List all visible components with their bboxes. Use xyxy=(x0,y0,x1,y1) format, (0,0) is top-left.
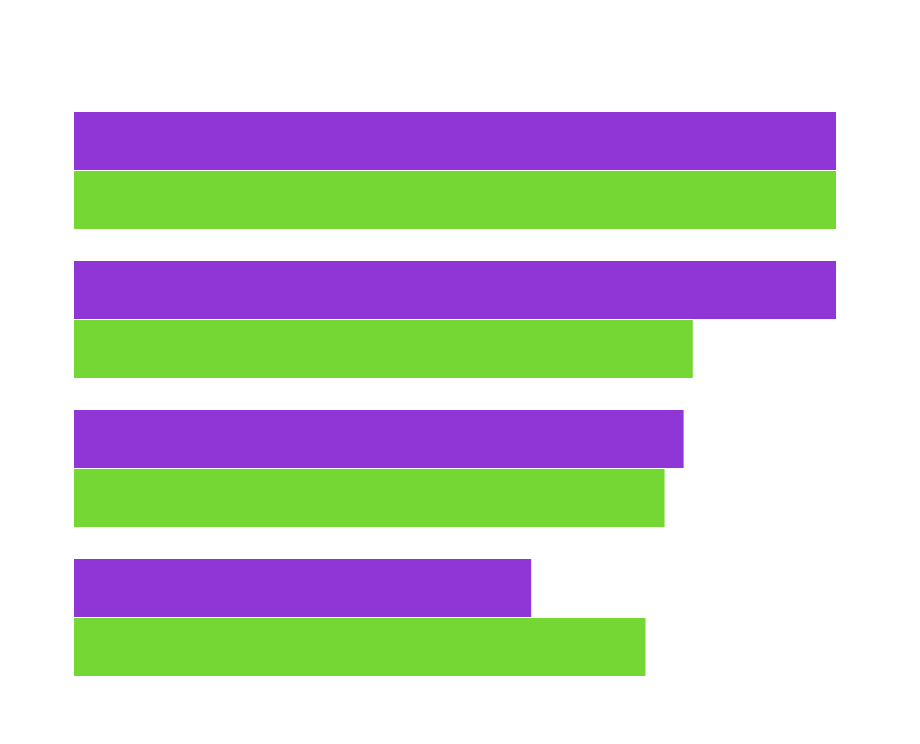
bar-series-2-category-2 xyxy=(74,320,693,378)
bar-group-2 xyxy=(74,261,836,378)
bar-series-1-category-1 xyxy=(74,112,836,170)
bar-series-2-category-3 xyxy=(74,469,665,527)
bar-group-4 xyxy=(74,559,646,676)
bar-series-1-category-3 xyxy=(74,410,684,468)
bar-group-1 xyxy=(74,112,836,229)
bar-series-1-category-4 xyxy=(74,559,532,617)
bar-group-3 xyxy=(74,410,684,527)
bar-series-1-category-2 xyxy=(74,261,836,319)
bar-series-2-category-4 xyxy=(74,618,646,676)
bar-series-2-category-1 xyxy=(74,171,836,229)
bar-layer xyxy=(74,112,836,676)
